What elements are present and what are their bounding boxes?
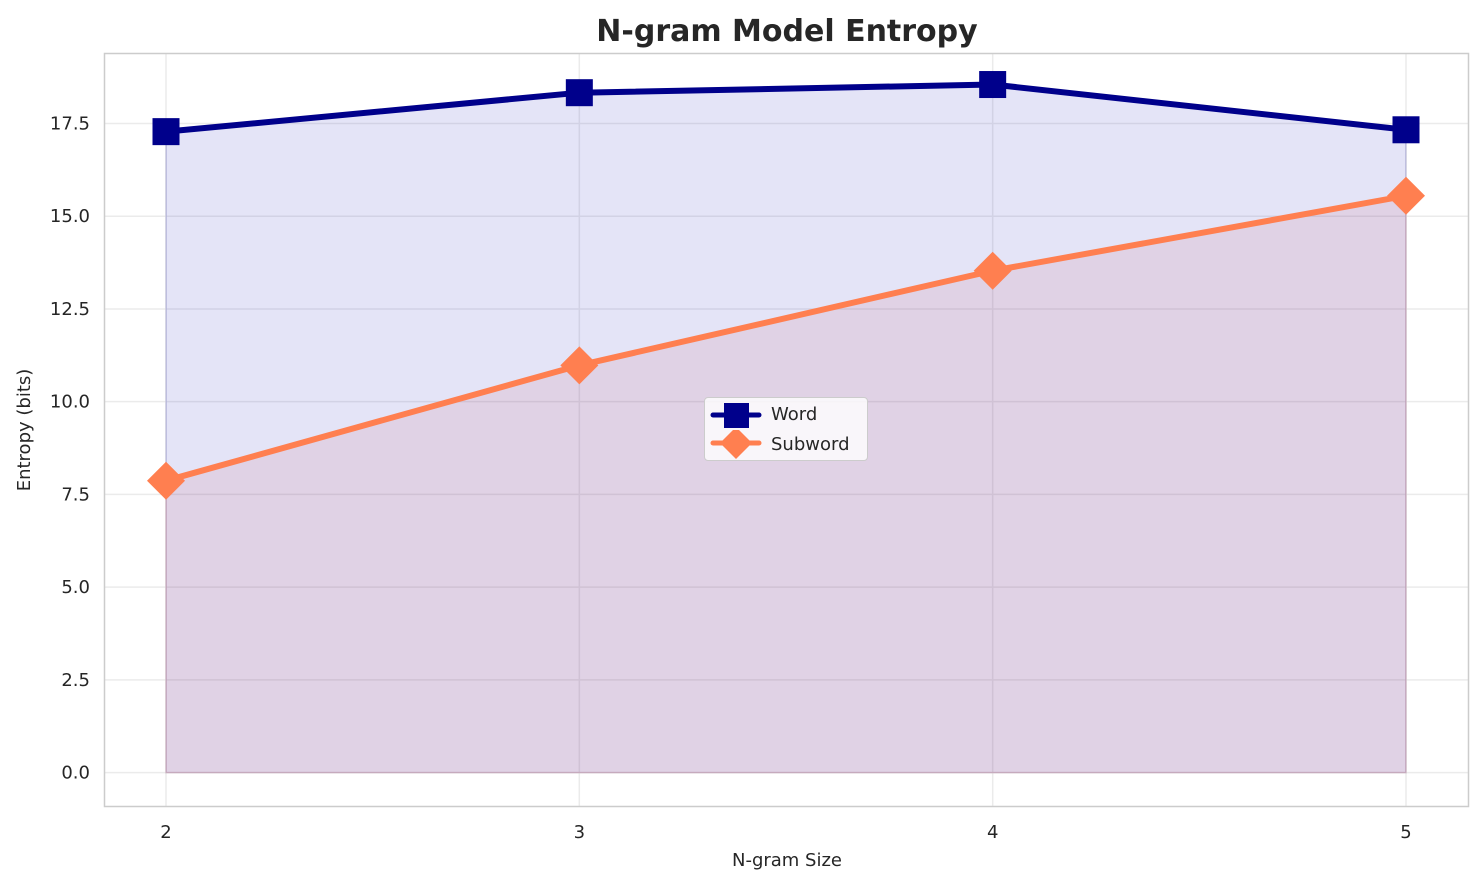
square-marker-icon [565,79,593,107]
diamond-marker-icon [147,461,185,500]
square-marker-icon [152,118,180,146]
line-word [163,81,1409,135]
y-tick-label: 10.0 [50,392,90,413]
y-tick-label: 15.0 [50,206,90,227]
line-subword [163,192,1409,484]
x-axis-ticks: 2 3 4 5 [160,822,1411,843]
y-tick-label: 17.5 [50,113,90,134]
legend-item-subword: Subword [705,430,867,460]
series-markers [147,71,1425,500]
x-tick-label: 3 [574,822,585,843]
legend-label-word: Word [771,404,818,425]
y-tick-label: 5.0 [61,577,90,598]
legend-label-subword: Subword [771,434,850,455]
chart-title: N-gram Model Entropy [596,14,978,49]
x-axis-label: N-gram Size [732,850,842,871]
diamond-marker-icon [1387,176,1425,215]
y-tick-label: 2.5 [61,670,90,691]
y-axis-label: Entropy (bits) [14,369,35,492]
diamond-marker-icon [560,346,599,385]
diamond-marker-icon [973,251,1012,290]
square-marker-icon [1392,116,1420,144]
legend-item-word: Word [705,400,867,430]
diamond-marker-icon [710,430,762,459]
x-tick-label: 2 [160,822,171,843]
x-tick-label: 5 [1400,822,1411,843]
y-tick-label: 0.0 [61,763,90,784]
square-marker-icon [979,71,1007,99]
legend: Word Subword [704,397,868,461]
y-tick-label: 12.5 [50,299,90,320]
plot-frame [103,52,1470,808]
x-tick-label: 4 [987,822,998,843]
y-tick-label: 7.5 [61,484,90,505]
series-lines [163,81,1409,484]
y-axis-ticks: 0.0 2.5 5.0 7.5 10.0 12.5 15.0 17.5 [50,113,90,783]
square-marker-icon [710,403,762,428]
